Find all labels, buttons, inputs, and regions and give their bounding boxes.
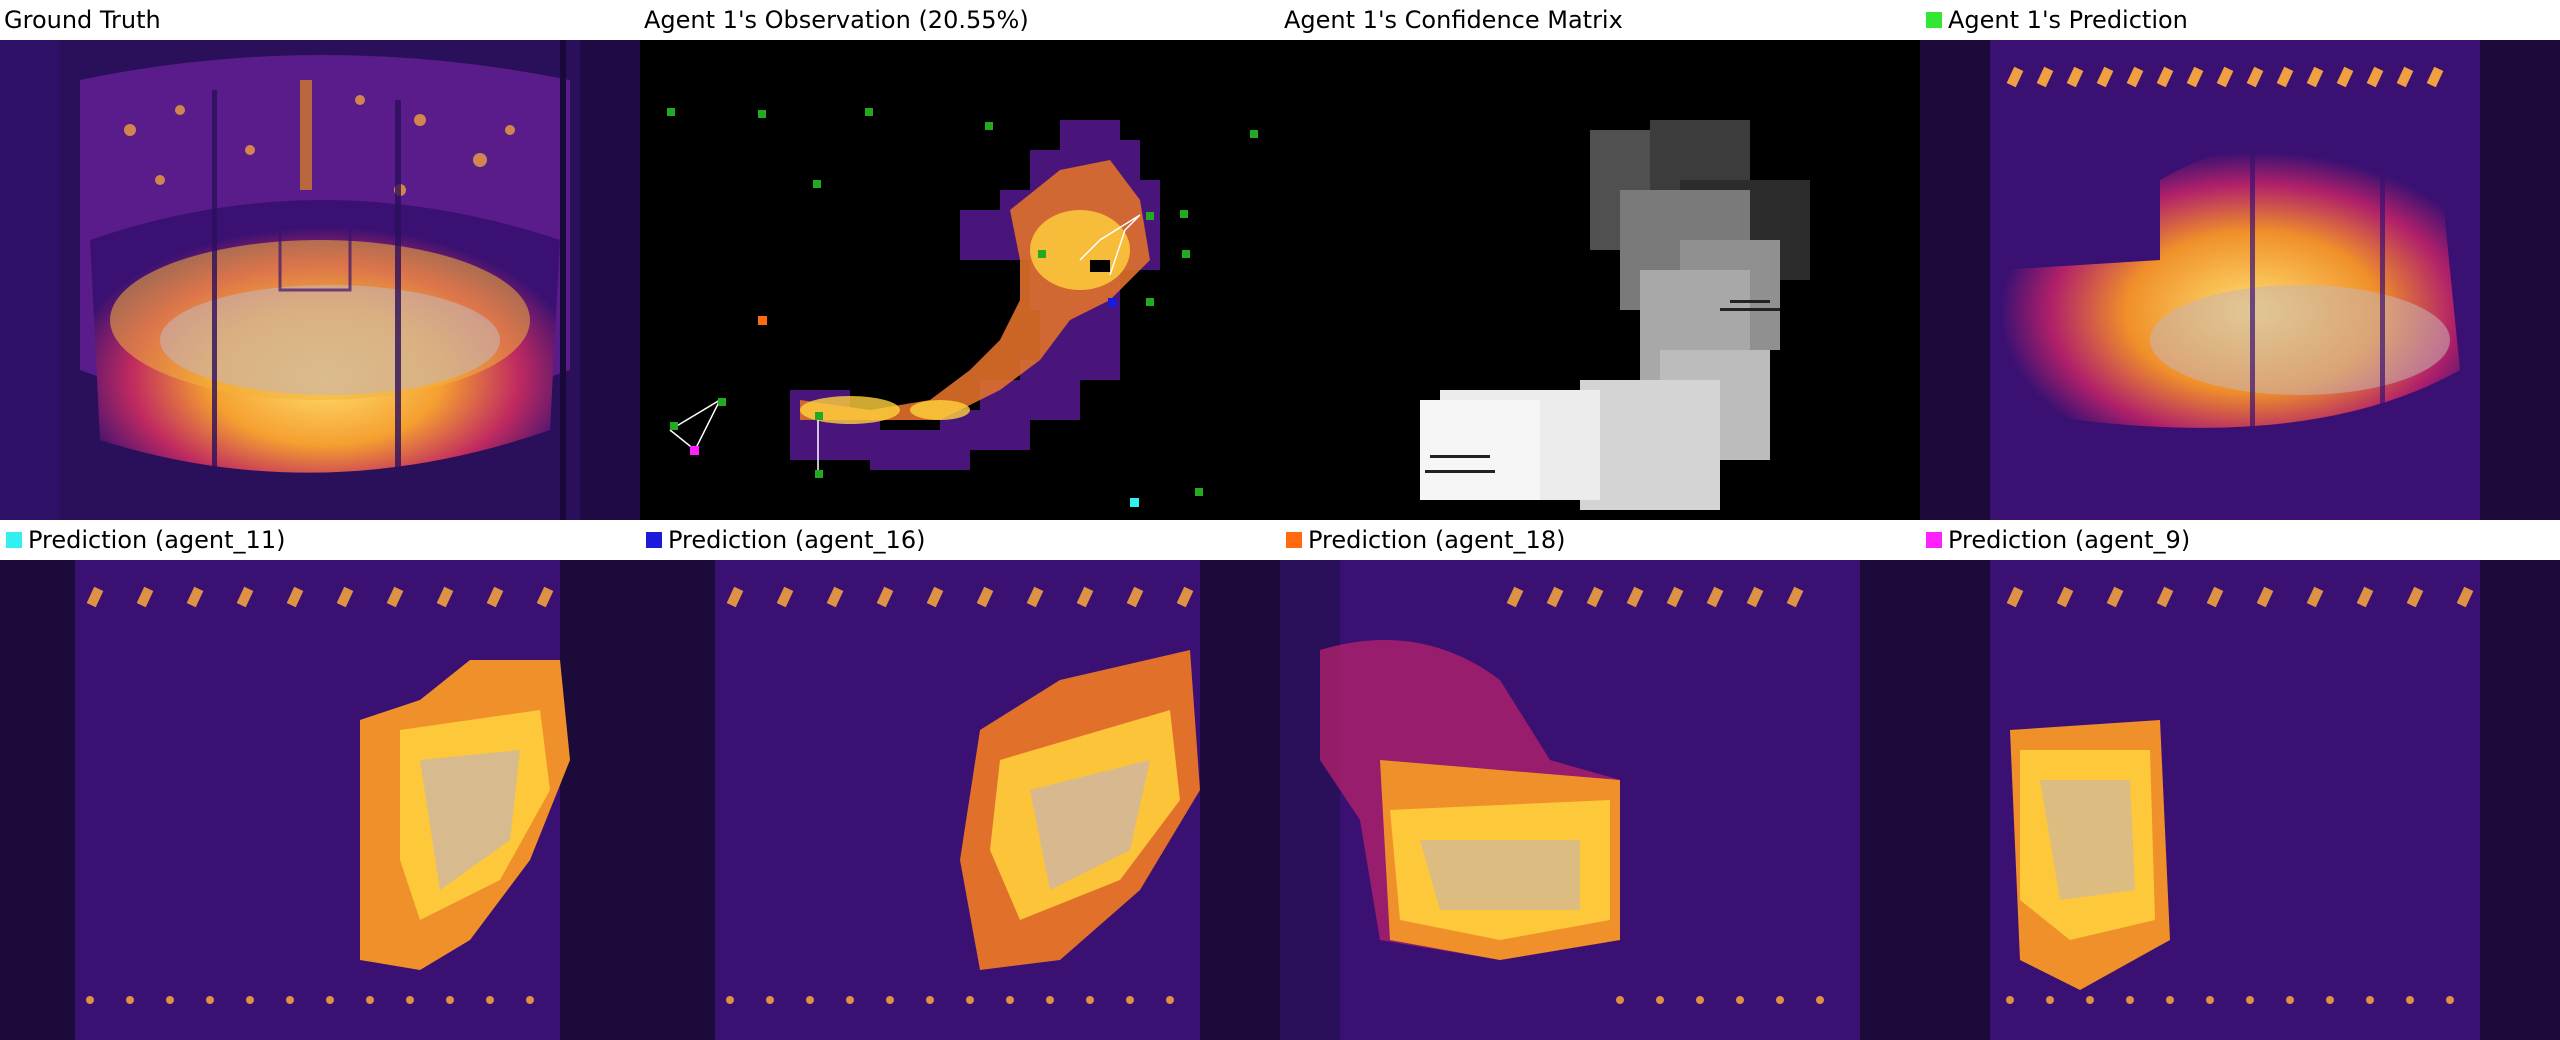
panel-prediction-agent-11: Prediction (agent_11) [0, 520, 640, 1040]
panel-title: Prediction (agent_16) [640, 520, 1280, 560]
panel-title-text: Prediction (agent_16) [668, 526, 926, 554]
agent-color-swatch [646, 532, 662, 548]
agent-16-prediction-image [640, 560, 1280, 1040]
panel-title: Prediction (agent_11) [0, 520, 640, 560]
agent-11-prediction-image [0, 560, 640, 1040]
panel-title-text: Agent 1's Observation (20.55%) [644, 6, 1029, 34]
agent-color-swatch [1926, 532, 1942, 548]
agent-9-prediction-image [1920, 560, 2560, 1040]
panel-title-text: Agent 1's Prediction [1948, 6, 2188, 34]
panel-agent1-prediction: Agent 1's Prediction [1920, 0, 2560, 520]
panel-title: Agent 1's Confidence Matrix [1280, 0, 1920, 40]
agent1-prediction-image [1920, 40, 2560, 520]
panel-title-text: Prediction (agent_18) [1308, 526, 1566, 554]
observation-image [640, 40, 1280, 520]
panel-title-text: Agent 1's Confidence Matrix [1284, 6, 1623, 34]
panel-title-text: Prediction (agent_9) [1948, 526, 2191, 554]
panel-title-text: Prediction (agent_11) [28, 526, 286, 554]
agent-color-swatch [6, 532, 22, 548]
ground-truth-image [0, 40, 640, 520]
agent-color-swatch [1286, 532, 1302, 548]
panel-title: Agent 1's Observation (20.55%) [640, 0, 1280, 40]
panel-prediction-agent-18: Prediction (agent_18) [1280, 520, 1920, 1040]
agent-color-swatch [1926, 12, 1942, 28]
agent-18-prediction-image [1280, 560, 1920, 1040]
panel-prediction-agent-9: Prediction (agent_9) [1920, 520, 2560, 1040]
panel-observation: Agent 1's Observation (20.55%) [640, 0, 1280, 520]
confidence-matrix-image [1280, 40, 1920, 520]
panel-prediction-agent-16: Prediction (agent_16) [640, 520, 1280, 1040]
panel-ground-truth: Ground Truth [0, 0, 640, 520]
panel-title: Prediction (agent_18) [1280, 520, 1920, 560]
panel-confidence-matrix: Agent 1's Confidence Matrix [1280, 0, 1920, 520]
panel-title-text: Ground Truth [4, 6, 161, 34]
panel-title: Ground Truth [0, 0, 640, 40]
panel-title: Prediction (agent_9) [1920, 520, 2560, 560]
panel-title: Agent 1's Prediction [1920, 0, 2560, 40]
